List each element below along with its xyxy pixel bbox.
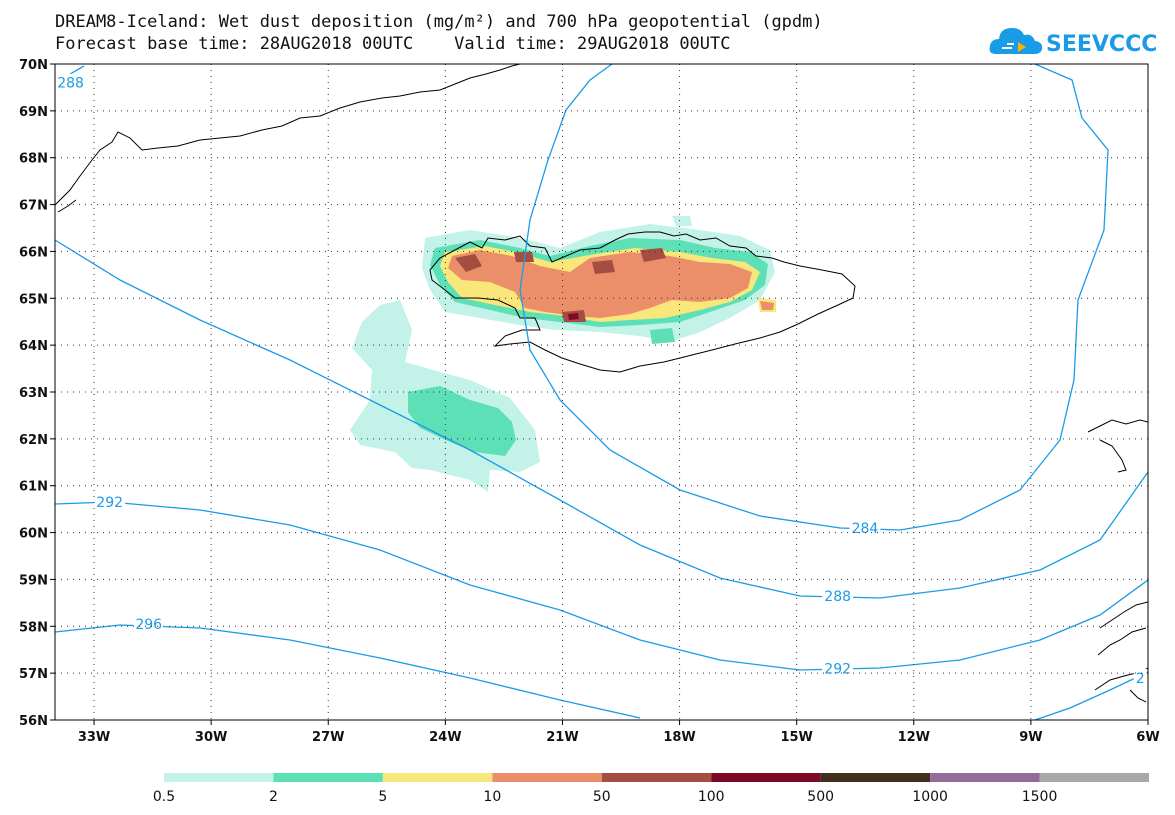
contour-label-bg [849,518,881,537]
lat-tick-label: 58N [19,620,48,635]
legend-label: 500 [807,789,834,805]
graticule [55,64,1148,720]
lon-tick-label: 21W [546,730,578,745]
legend: 0.5 2 5 10 50 100 500 1000 1500 [153,773,1149,805]
legend-label: 1500 [1022,789,1058,805]
contour-label-bg [133,614,165,633]
lon-tick-label: 33W [78,730,110,745]
legend-swatch [930,773,1040,782]
logo-text: SEEVCCC [1046,32,1157,57]
lat-tick-label: 66N [19,245,48,260]
lon-tick-label: 12W [898,730,930,745]
map-subtitle: Forecast base time: 28AUG2018 00UTC Vali… [55,34,731,54]
legend-swatch [492,773,602,782]
contour-label-bg [1133,668,1147,687]
contour-labels: 288 292 296 284 288 292 2 [55,73,1147,687]
lat-tick-label: 59N [19,573,48,588]
seevccc-logo: SEEVCCC [989,28,1157,57]
legend-label: 50 [593,789,611,805]
lat-tick-label: 63N [19,386,48,401]
lon-tick-label: 15W [780,730,812,745]
lon-tick-label: 9W [1019,730,1042,745]
map-title: DREAM8-Iceland: Wet dust deposition (mg/… [55,12,823,32]
legend-label: 10 [483,789,501,805]
legend-label: 5 [378,789,387,805]
contour-label: 2 [1136,671,1145,687]
cloud-icon [989,28,1043,54]
lat-tick-label: 62N [19,433,48,448]
legend-label: 2 [269,789,278,805]
coastlines [54,63,1149,703]
contour-label: 292 [824,661,851,677]
lat-tick-label: 67N [19,199,48,214]
contour-label: 288 [824,589,851,605]
lon-tick-label: 6W [1136,730,1159,745]
lat-tick-label: 60N [19,527,48,542]
contour-label: 292 [96,495,123,511]
lat-tick-label: 65N [19,292,48,307]
legend-swatch [601,773,712,782]
legend-swatch [820,773,931,782]
legend-label: 1000 [912,789,948,805]
lat-tick-label: 64N [19,339,48,354]
legend-swatch [273,773,383,782]
lat-tick-label: 61N [19,480,48,495]
axis-labels: 33W 30W 27W 24W 21W 18W 15W 12W 9W 6W 56N 57N 58N 59N… [19,58,1160,745]
legend-swatch [164,773,274,782]
lat-tick-label: 68N [19,152,48,167]
legend-swatch [1039,773,1149,782]
dust-shading [350,216,776,492]
lat-tick-label: 56N [19,714,48,729]
legend-label: 100 [698,789,725,805]
lon-tick-label: 30W [195,730,227,745]
contour-label: 288 [57,76,84,92]
contour-label-bg [822,586,854,605]
legend-swatch [711,773,821,782]
legend-swatch [382,773,493,782]
lat-tick-label: 57N [19,667,48,682]
contour-label-bg [55,73,87,92]
contour-label-bg [94,493,126,512]
lon-tick-label: 27W [312,730,344,745]
lat-tick-label: 70N [19,58,48,73]
lat-tick-label: 69N [19,105,48,120]
contour-label: 284 [852,521,879,537]
lon-tick-label: 18W [663,730,695,745]
contour-label: 296 [135,617,162,633]
lon-tick-label: 24W [429,730,461,745]
legend-label: 0.5 [153,789,175,805]
